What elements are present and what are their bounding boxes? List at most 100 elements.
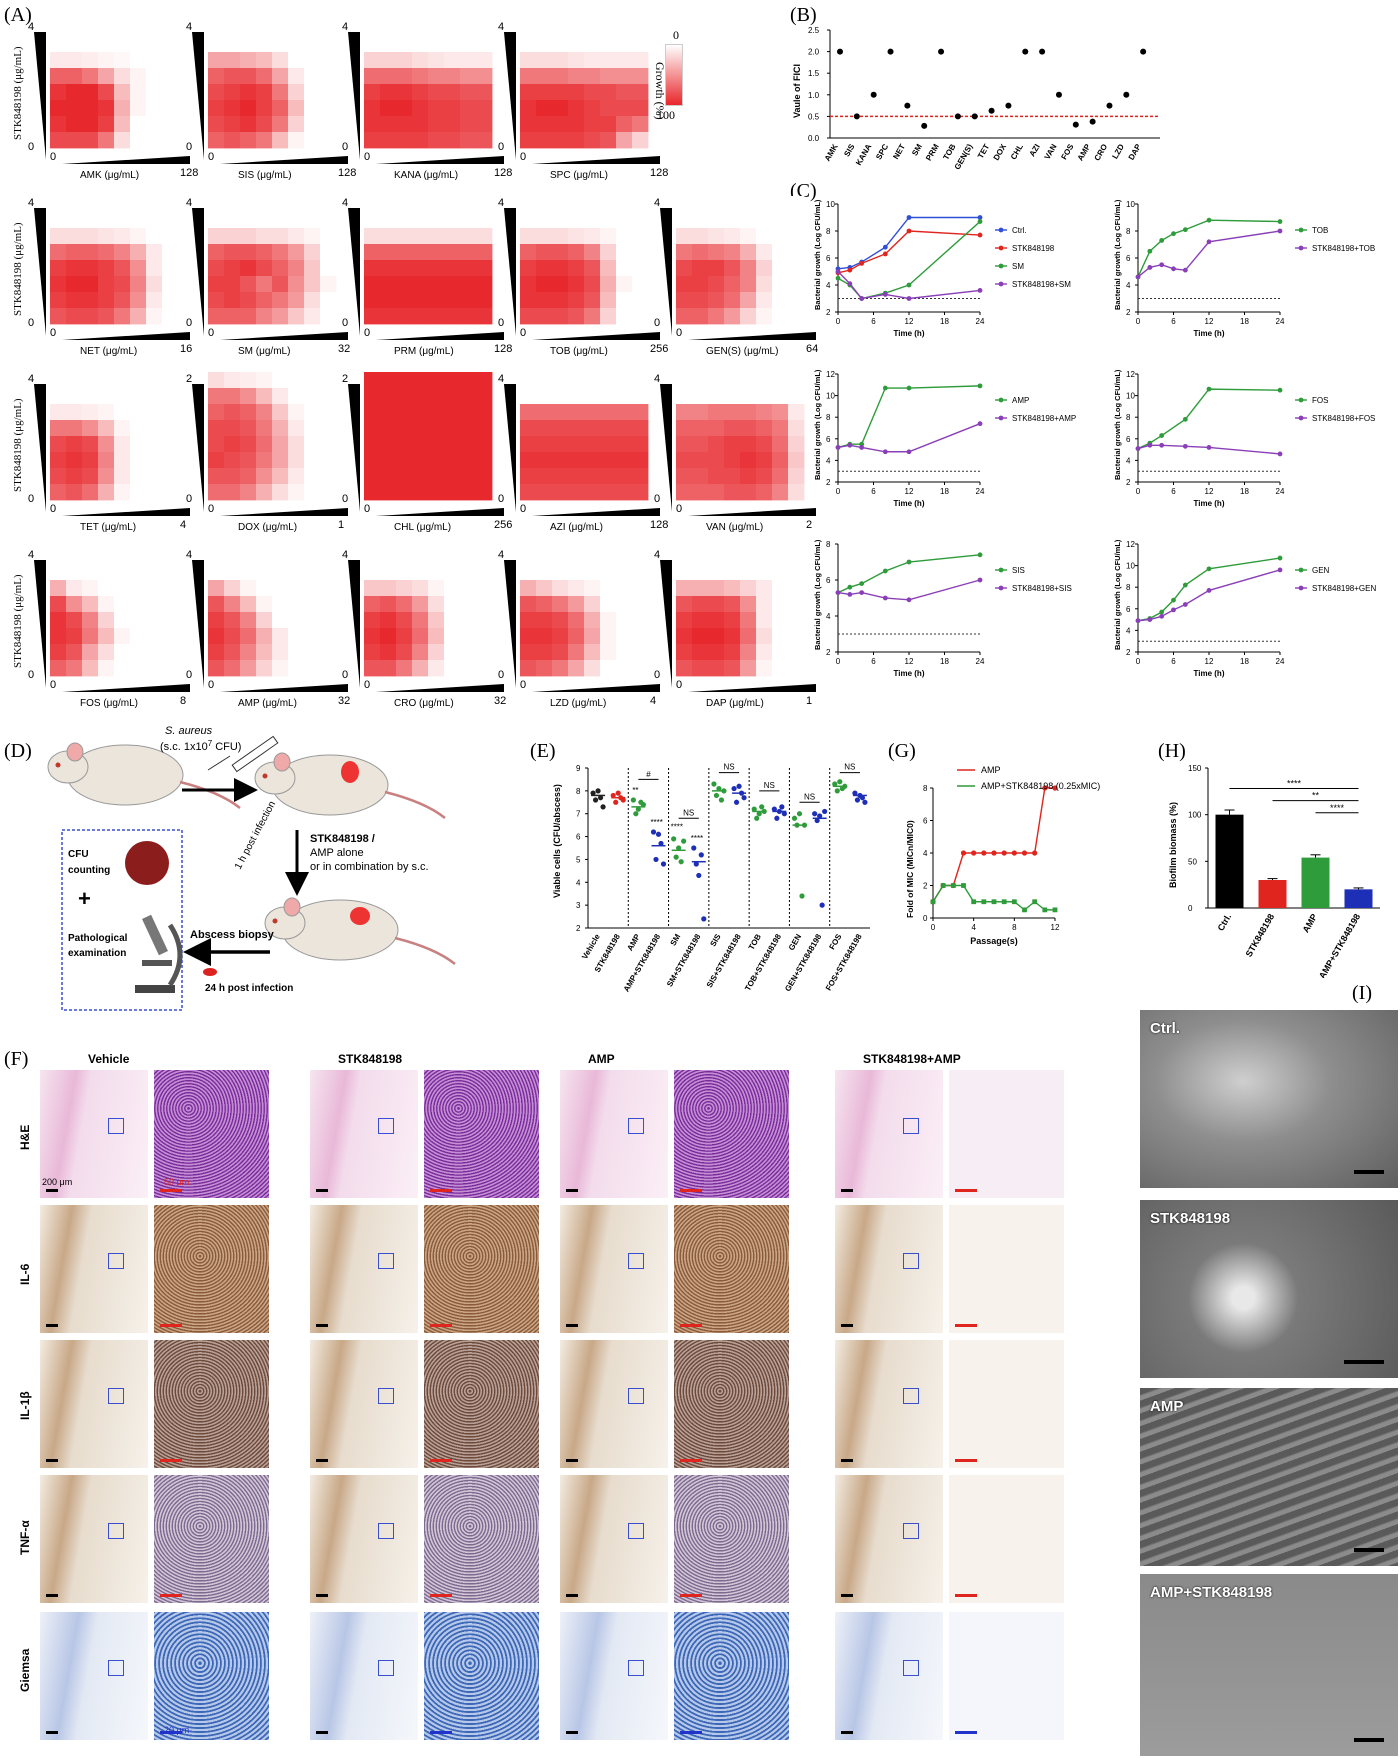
b-category-label: DAP [1127, 142, 1144, 162]
heatmap-cell [82, 68, 99, 85]
heatmap-cell [380, 132, 397, 149]
heatmap-x0: 0 [50, 503, 56, 515]
heatmap-cell [66, 228, 83, 245]
heatmap-gen(s): 4 0 0 64 GEN(S) (μg/mL) [654, 196, 818, 357]
c-point [847, 267, 853, 273]
heatmap-cell [444, 100, 461, 117]
c-point [1182, 602, 1188, 607]
heatmap-cell [724, 564, 741, 581]
heatmap-xmax: 4 [650, 695, 656, 707]
e-point [759, 804, 765, 810]
e-point [590, 790, 596, 796]
e-point [650, 829, 657, 835]
c-xtick-label: 24 [1276, 657, 1285, 666]
scale-bar-color [680, 1189, 702, 1192]
heatmap-cell [724, 436, 741, 453]
heatmap-cell [740, 308, 757, 325]
e-ns-label: NS [844, 763, 855, 772]
heatmap-cell [476, 244, 493, 261]
heatmap-cell [98, 36, 115, 53]
e-point [696, 872, 702, 879]
panel-label-d: (D) [4, 740, 32, 762]
heatmap-cell [320, 260, 337, 277]
heatmap-cell [568, 564, 585, 581]
heatmap-cell [380, 292, 397, 309]
heatmap-cell [320, 52, 337, 69]
heatmap-cell [320, 244, 337, 261]
c-legend-marker [998, 227, 1004, 233]
b-point-prm [938, 48, 945, 55]
histology-low-mag [560, 1475, 668, 1603]
histology-high-mag [949, 1070, 1064, 1198]
heatmap-cell [320, 388, 337, 405]
heatmap-cell [428, 228, 445, 245]
g-ytick-label: 2 [923, 882, 928, 891]
heatmap-cell [364, 116, 381, 133]
h-category-label: AMP [1301, 912, 1320, 934]
heatmap-cell [428, 388, 445, 405]
c-ytick-label: 10 [1126, 562, 1135, 571]
heatmap-cell [520, 228, 537, 245]
concentration-wedge-x [376, 156, 504, 164]
g-point [1032, 850, 1038, 856]
e-ytick-label: 5 [576, 855, 581, 864]
heatmap-cell [756, 420, 773, 437]
heatmap-cell [692, 276, 709, 293]
heatmap-cell [460, 276, 477, 293]
heatmap-cell [788, 596, 805, 613]
heatmap-cell [444, 420, 461, 437]
heatmap-cell [568, 84, 585, 101]
heatmap-cell [130, 484, 147, 501]
heatmap-cell [114, 84, 131, 101]
b-ytick-label: 1.0 [808, 91, 820, 100]
heatmap-cell [584, 212, 601, 229]
e-point [817, 813, 823, 819]
c-point [977, 219, 983, 224]
heatmap-cell [380, 52, 397, 69]
e-point [595, 788, 601, 794]
heatmap-cell [288, 100, 305, 117]
c-series-line [837, 385, 981, 449]
heatmap-cell [444, 452, 461, 469]
heatmap-cell [476, 596, 493, 613]
heatmap-cell [364, 52, 381, 69]
c-point [977, 552, 983, 558]
heatmap-cell [676, 596, 693, 613]
heatmap-cell [208, 596, 225, 613]
heatmap-cell [288, 68, 305, 85]
heatmap-cell [162, 388, 179, 405]
heatmap-xlabel: CHL (μg/mL) [394, 522, 451, 533]
heatmap-cell [444, 276, 461, 293]
heatmap-cell [162, 260, 179, 277]
heatmap-cell [130, 436, 147, 453]
g-legend-label: AMP+STK848198 (0.25xMIC) [981, 781, 1100, 791]
heatmap-cell [82, 20, 99, 37]
heatmap-cell [600, 372, 617, 389]
histology-row-label: IL-1β [18, 1391, 32, 1420]
histology-high-mag [154, 1070, 269, 1198]
heatmap-cell [272, 292, 289, 309]
heatmap-cell [208, 100, 225, 117]
heatmap-cell [380, 196, 397, 213]
heatmap-cell [476, 436, 493, 453]
heatmap-cell [632, 116, 649, 133]
heatmap-xlabel: FOS (μg/mL) [80, 698, 138, 709]
heatmap-cell [568, 628, 585, 645]
heatmap-cell [568, 52, 585, 69]
heatmap-cell [304, 548, 321, 565]
c-xtick-label: 24 [976, 657, 985, 666]
heatmap-cell [98, 548, 115, 565]
heatmap-cell [130, 548, 147, 565]
heatmap-cell [364, 612, 381, 629]
heatmap-cell [568, 404, 585, 421]
heatmap-cell [304, 308, 321, 325]
heatmap-cell [632, 68, 649, 85]
heatmap-cell [240, 116, 257, 133]
heatmap-cell [600, 388, 617, 405]
b-category-label: AMK [823, 142, 840, 162]
heatmap-cell [82, 644, 99, 661]
histology-low-mag [835, 1475, 943, 1603]
b-category-label: VAN [1043, 142, 1059, 161]
